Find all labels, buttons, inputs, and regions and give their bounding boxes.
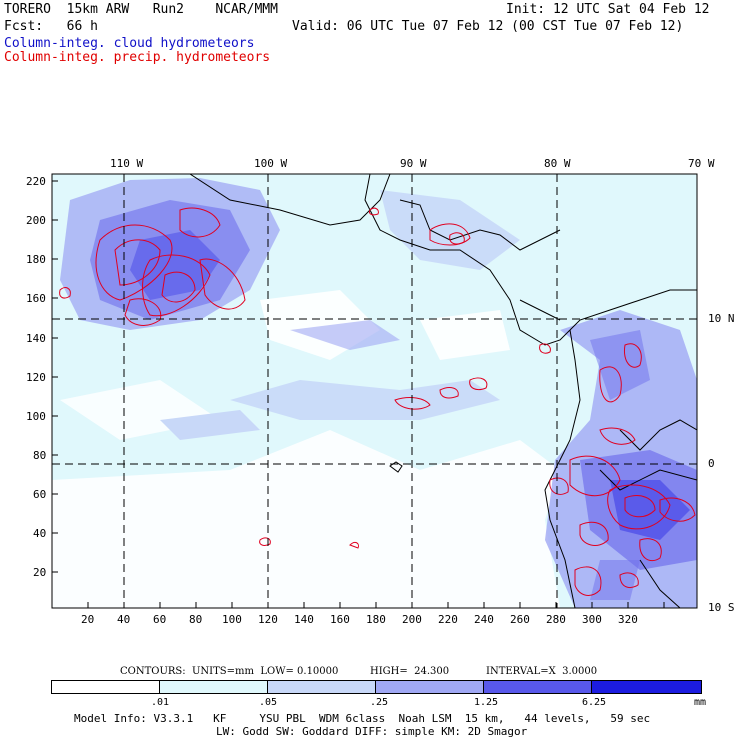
x-tick-label: 220 (438, 613, 458, 626)
cloud-band-itcz (230, 380, 500, 420)
y-tick-label: 220 (26, 175, 46, 188)
x-tick-label: 180 (366, 613, 386, 626)
x-tick-label: 240 (474, 613, 494, 626)
clear-region-south (52, 430, 560, 608)
precip-field-label: Column-integ. precip. hydrometeors (4, 50, 271, 65)
y-tick-label: 60 (33, 488, 47, 501)
peru-border (599, 469, 697, 491)
y-tick-label: 180 (26, 253, 46, 266)
north-sa-coast (569, 289, 697, 331)
y-tick-label: 140 (26, 332, 46, 345)
y-tick-label: 200 (26, 214, 46, 227)
colorbar-units: mm (694, 697, 707, 708)
mexico-coast (189, 174, 391, 226)
cloud-patch-1 (290, 320, 400, 350)
tick-marks (52, 180, 665, 608)
lon-label-100w: 100 W (254, 157, 288, 170)
lat-label-10n: 10 N (708, 312, 735, 325)
lon-label-70w: 70 W (688, 157, 715, 170)
model-title: TORERO 15km ARW Run2 NCAR/MMM (4, 2, 278, 17)
cloud-max-se (610, 480, 690, 540)
x-tick-label: 40 (117, 613, 131, 626)
y-tick-label: 100 (26, 410, 46, 423)
x-tick-label: 20 (81, 613, 95, 626)
x-tick-label: 120 (258, 613, 278, 626)
clear-region-east (420, 310, 510, 360)
central-america-coast (364, 174, 571, 346)
west-sa-coast (544, 329, 581, 608)
colorbar-label: .25 (370, 697, 389, 708)
colorbar-label: 6.25 (582, 697, 607, 708)
precip-contours (59, 207, 696, 596)
galapagos-islands (389, 461, 403, 473)
valid-time: Valid: 06 UTC Tue 07 Feb 12 (00 CST Tue … (292, 19, 684, 34)
andes-border (619, 419, 697, 451)
cloud-patch-central-america (380, 190, 520, 270)
x-tick-label: 300 (582, 613, 602, 626)
lon-label-110w: 110 W (110, 157, 144, 170)
y-tick-label: 20 (33, 566, 47, 579)
lat-label-10s: 10 S (708, 601, 735, 614)
x-tick-label: 100 (222, 613, 242, 626)
cloud-max-nw (130, 230, 220, 300)
lat-lon-grid (52, 174, 697, 608)
lat-label-eq: 0 (708, 457, 715, 470)
x-tick-label: 160 (330, 613, 350, 626)
x-tick-label: 280 (546, 613, 566, 626)
plot-frame (51, 173, 698, 609)
shading-layer (52, 174, 697, 608)
caribbean-coast (399, 199, 561, 251)
cloud-patch-2 (160, 410, 260, 440)
contour-high: HIGH= 24.300 (370, 666, 450, 677)
x-tick-label: 140 (294, 613, 314, 626)
model-info: Model Info: V3.3.1 KF YSU PBL WDM 6class… (74, 712, 651, 725)
x-tick-label: 260 (510, 613, 530, 626)
model-physics: LW: Godd SW: Goddard DIFF: simple KM: 2D… (216, 725, 528, 738)
lon-label-90w: 90 W (400, 157, 427, 170)
init-time: Init: 12 UTC Sat 04 Feb 12 (506, 2, 710, 17)
lon-label-80w: 80 W (544, 157, 571, 170)
colorbar-label: 1.25 (474, 697, 499, 708)
x-tick-label: 80 (189, 613, 203, 626)
cloud-field-label: Column-integ. cloud hydrometeors (4, 36, 255, 51)
cloud-patch-peru (590, 560, 640, 600)
contour-interval: INTERVAL=X 3.0000 (486, 666, 598, 677)
y-tick-label: 160 (26, 292, 46, 305)
y-tick-label: 40 (33, 527, 47, 540)
contour-units: CONTOURS: UNITS=mm LOW= 0.10000 (120, 666, 339, 677)
y-tick-label: 80 (33, 449, 47, 462)
x-tick-label: 320 (618, 613, 638, 626)
coastlines (189, 174, 697, 608)
cloud-patch-colombia (590, 330, 650, 400)
panama-coast (519, 299, 561, 321)
colorbar-label: .01 (151, 697, 170, 708)
bolivia-border (639, 559, 681, 608)
forecast-hour: Fcst: 66 h (4, 19, 98, 34)
colorbar-label: .05 (259, 697, 278, 708)
y-tick-label: 120 (26, 371, 46, 384)
x-tick-label: 60 (153, 613, 167, 626)
x-tick-label: 200 (402, 613, 422, 626)
